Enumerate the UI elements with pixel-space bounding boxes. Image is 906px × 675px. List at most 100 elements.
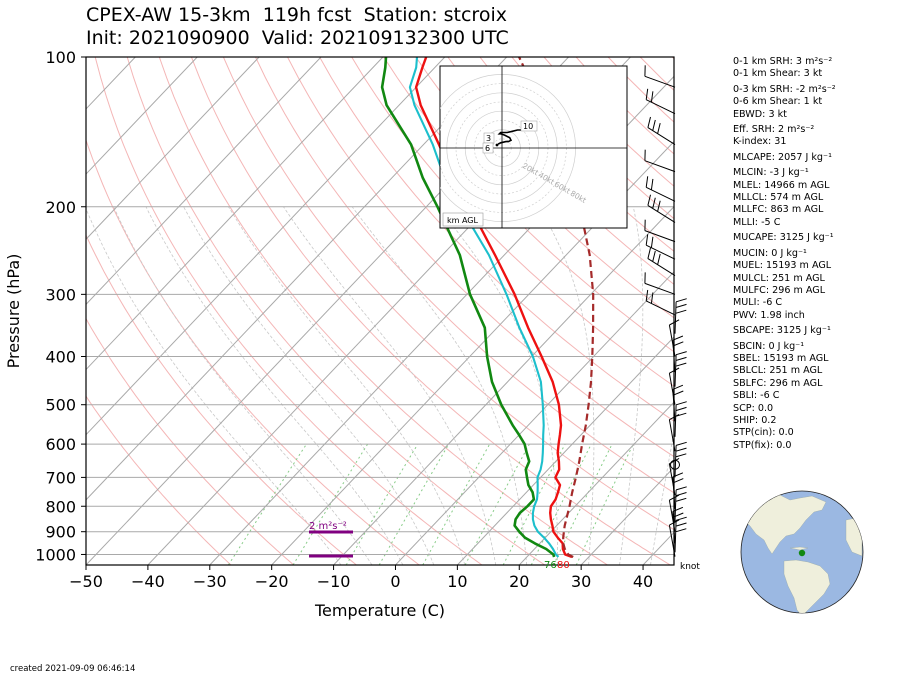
sounding-parameter: 0-3 km SRH: -2 m²s⁻² bbox=[733, 83, 836, 95]
sounding-parameter: MLLFC: 863 m AGL bbox=[733, 204, 824, 216]
wind-barb bbox=[644, 149, 676, 173]
sounding-parameter: SBEL: 15193 m AGL bbox=[733, 352, 829, 364]
sounding-parameter: SBLCL: 251 m AGL bbox=[733, 365, 823, 377]
hodograph-frame bbox=[439, 65, 628, 229]
hodograph-unit-label: km AGL bbox=[447, 216, 479, 225]
x-axis-ticks: −50 −40 −30 −20 −10 0 10 20 30 40 bbox=[69, 565, 653, 591]
moist-adiabat bbox=[619, 206, 644, 565]
isotherm bbox=[333, 205, 674, 565]
wind-barb bbox=[645, 289, 676, 316]
sounding-parameter: SBCIN: 0 J kg⁻¹ bbox=[733, 340, 805, 352]
sounding-parameter: K-index: 31 bbox=[733, 136, 787, 148]
isotherm bbox=[395, 271, 674, 565]
sounding-parameter: 0-1 km Shear: 3 kt bbox=[733, 68, 823, 80]
x-tick-label: −30 bbox=[193, 572, 227, 591]
hodograph-height-label: 10 bbox=[523, 122, 533, 131]
y-tick-label: 300 bbox=[45, 285, 76, 304]
x-tick-label: 30 bbox=[571, 572, 591, 591]
dry-adiabat bbox=[255, 57, 674, 494]
wind-barb bbox=[674, 401, 687, 437]
moist-adiabat bbox=[145, 206, 404, 565]
isotherm bbox=[86, 57, 508, 501]
dry-adiabat bbox=[86, 395, 232, 565]
sounding-parameter: MLEL: 14966 m AGL bbox=[733, 179, 830, 191]
y-tick-label: 1000 bbox=[35, 545, 76, 564]
y-tick-label: 800 bbox=[45, 497, 76, 516]
sounding-parameters-panel: 0-1 km SRH: 3 m²s⁻² 0-1 km Shear: 3 kt 0-3… bbox=[733, 56, 836, 452]
wind-barb bbox=[644, 272, 676, 295]
hodograph-trace bbox=[497, 129, 522, 145]
x-tick-label: 0 bbox=[390, 572, 400, 591]
sounding-parameter: SBCAPE: 3125 J kg⁻¹ bbox=[733, 325, 831, 337]
isotherm bbox=[86, 57, 198, 175]
sounding-parameter: MULCL: 251 m AGL bbox=[733, 272, 825, 284]
sounding-parameter: MLCAPE: 2057 J kg⁻¹ bbox=[733, 151, 832, 163]
chart-title-line1: CPEX-AW 15-3km 119h fcst Station: stcroi… bbox=[86, 4, 507, 26]
y-tick-label: 200 bbox=[45, 198, 76, 217]
sounding-parameter: STP(cin): 0.0 bbox=[733, 427, 794, 439]
isotherm bbox=[518, 401, 674, 565]
y-axis-ticks: 100 200 300 400 500 600 700 800 900 1000 bbox=[35, 48, 86, 564]
sounding-parameter: Eff. SRH: 2 m²s⁻² bbox=[733, 124, 815, 136]
moist-adiabat bbox=[228, 206, 466, 565]
y-tick-label: 700 bbox=[45, 468, 76, 487]
sounding-parameter: MLLCL: 574 m AGL bbox=[733, 192, 824, 204]
hodograph-legend-box bbox=[442, 212, 484, 227]
surface-dewpoint-label: 76 bbox=[544, 560, 557, 571]
isotherm bbox=[86, 57, 322, 306]
sounding-parameter: 0-1 km SRH: 3 m²s⁻² bbox=[733, 56, 833, 67]
station-marker bbox=[798, 549, 806, 557]
sounding-parameter: MUCAPE: 3125 J kg⁻¹ bbox=[733, 232, 834, 244]
sounding-parameter: SCP: 0.0 bbox=[733, 402, 774, 414]
y-tick-label: 400 bbox=[45, 348, 76, 367]
mixing-ratio-line bbox=[553, 443, 613, 565]
mixing-ratio-line bbox=[575, 443, 634, 565]
wind-barb bbox=[645, 88, 676, 115]
sounding-parameter: MLLI: -5 C bbox=[733, 216, 781, 228]
isotherm bbox=[86, 57, 446, 436]
sounding-parameter: SBLI: -6 C bbox=[733, 390, 780, 402]
srh-bar-label: 2 m²s⁻² bbox=[309, 521, 347, 532]
sounding-parameter: PWV: 1.98 inch bbox=[733, 309, 805, 321]
mixing-ratio-line bbox=[378, 443, 450, 565]
globe-locator bbox=[740, 490, 864, 614]
sounding-parameter: MUEL: 15193 m AGL bbox=[733, 260, 832, 272]
sounding-parameter: STP(fix): 0.0 bbox=[733, 439, 792, 451]
wind-barb bbox=[674, 351, 687, 387]
moist-adiabat bbox=[650, 429, 674, 565]
created-timestamp: created 2021-09-09 06:46:14 bbox=[10, 664, 136, 674]
x-tick-label: 20 bbox=[509, 572, 529, 591]
dry-adiabat bbox=[383, 57, 674, 353]
wind-barb bbox=[647, 194, 676, 223]
hodograph-height-label: 6 bbox=[485, 144, 490, 153]
y-tick-label: 100 bbox=[45, 48, 76, 67]
sounding-parameter: SBLFC: 296 m AGL bbox=[733, 377, 823, 389]
wind-barb bbox=[645, 234, 676, 260]
chart-title-line2: Init: 2021090900 Valid: 202109132300 UTC bbox=[86, 27, 509, 49]
mixing-ratio-line bbox=[292, 443, 369, 565]
moist-adiabat bbox=[283, 206, 497, 565]
wind-unit-label: knot bbox=[680, 562, 700, 572]
wind-barb bbox=[674, 516, 687, 553]
dry-adiabat bbox=[319, 57, 674, 422]
surface-temperature-label: 80 bbox=[557, 560, 570, 571]
moist-adiabat bbox=[113, 206, 373, 565]
wind-barb bbox=[674, 441, 687, 478]
dry-adiabat bbox=[86, 233, 357, 565]
wind-barb bbox=[647, 247, 676, 277]
y-axis-label: Pressure (hPa) bbox=[4, 254, 23, 369]
dry-adiabat bbox=[222, 57, 674, 531]
mixing-ratio-line bbox=[227, 443, 307, 565]
sounding-parameter: 0-6 km Shear: 1 kt bbox=[733, 96, 823, 108]
wind-barb bbox=[647, 116, 676, 146]
hodograph-height-label: 3 bbox=[486, 134, 491, 143]
hodograph-height-box bbox=[482, 142, 494, 154]
sounding-parameter: MULFC: 296 m AGL bbox=[733, 284, 826, 296]
x-tick-label: 40 bbox=[633, 572, 653, 591]
wind-barb bbox=[645, 176, 676, 202]
x-tick-label: −20 bbox=[255, 572, 289, 591]
pressure-gridlines bbox=[86, 206, 674, 555]
dry-adiabat bbox=[126, 57, 545, 565]
